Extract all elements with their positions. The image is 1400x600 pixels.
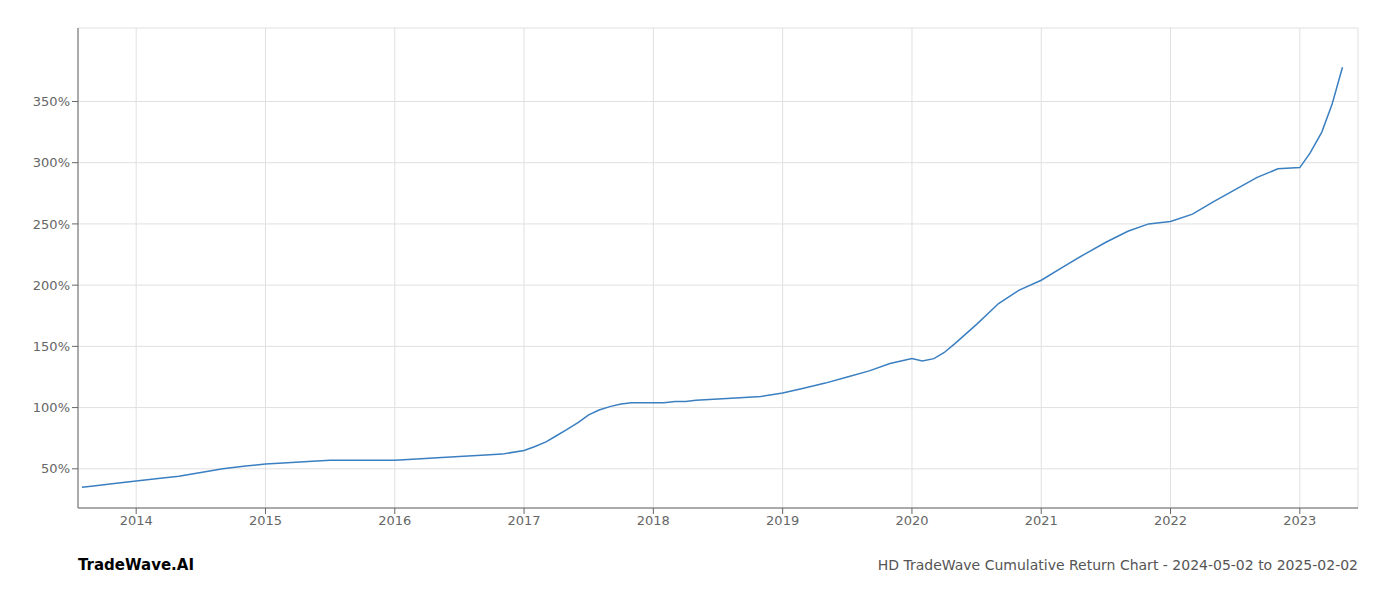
svg-text:2018: 2018 — [637, 513, 670, 528]
svg-text:150%: 150% — [33, 339, 70, 354]
svg-text:2019: 2019 — [766, 513, 799, 528]
svg-text:2021: 2021 — [1025, 513, 1058, 528]
svg-text:350%: 350% — [33, 94, 70, 109]
svg-text:50%: 50% — [41, 461, 70, 476]
svg-text:200%: 200% — [33, 278, 70, 293]
svg-text:2017: 2017 — [508, 513, 541, 528]
svg-text:2014: 2014 — [120, 513, 153, 528]
svg-text:2016: 2016 — [378, 513, 411, 528]
html-text:HD TradeWave Cumulative Return: HD TradeWave Cumulative Return Chart - 2… — [877, 557, 1358, 573]
svg-text:100%: 100% — [33, 400, 70, 415]
svg-text:250%: 250% — [33, 217, 70, 232]
svg-text:2015: 2015 — [249, 513, 282, 528]
svg-text:2023: 2023 — [1283, 513, 1316, 528]
html-text:TradeWave.AI: TradeWave.AI — [78, 556, 194, 574]
svg-text:2022: 2022 — [1154, 513, 1187, 528]
svg-text:2020: 2020 — [895, 513, 928, 528]
svg-text:300%: 300% — [33, 155, 70, 170]
